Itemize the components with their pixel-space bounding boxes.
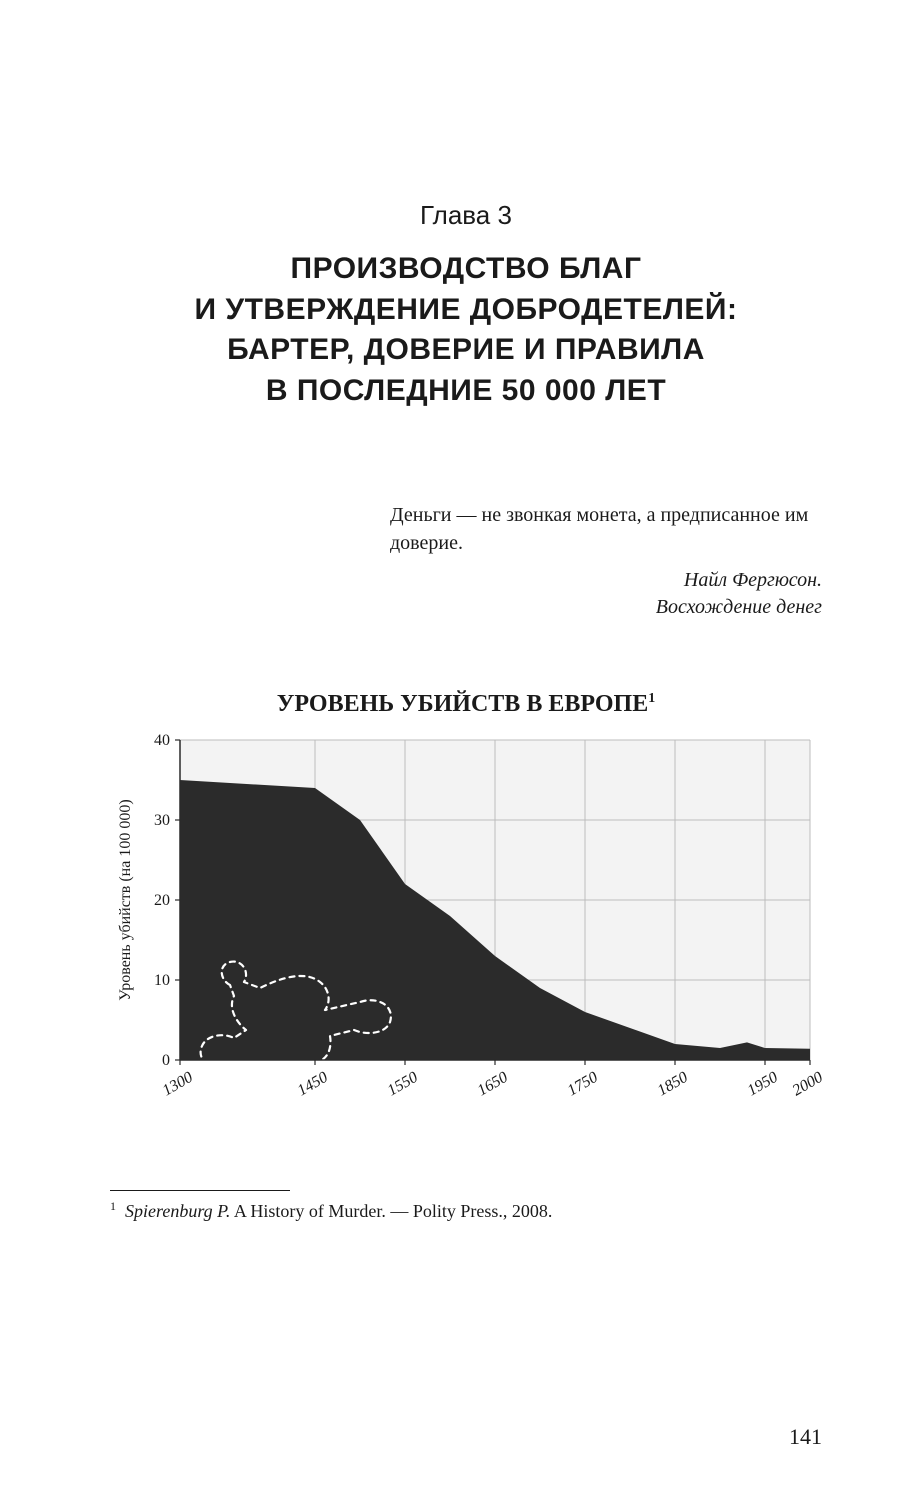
epigraph: Деньги — не звонкая монета, а предписанн… xyxy=(390,501,822,621)
svg-text:0: 0 xyxy=(162,1052,170,1069)
svg-text:Уровень убийств (на 100 000): Уровень убийств (на 100 000) xyxy=(117,799,134,1000)
title-line: БАРТЕР, ДОВЕРИЕ И ПРАВИЛА xyxy=(227,333,705,366)
page: Глава 3 ПРОИЗВОДСТВО БЛАГ И УТВЕРЖДЕНИЕ … xyxy=(0,0,902,1500)
svg-text:40: 40 xyxy=(154,732,170,749)
footnote-rule xyxy=(110,1190,290,1191)
chart-title: УРОВЕНЬ УБИЙСТВ В ЕВРОПЕ1 xyxy=(110,691,822,718)
page-number: 141 xyxy=(789,1424,822,1450)
chart-footnote-marker: 1 xyxy=(648,691,655,706)
svg-text:1300: 1300 xyxy=(160,1069,196,1100)
svg-text:1950: 1950 xyxy=(745,1069,781,1100)
svg-text:1850: 1850 xyxy=(655,1069,691,1100)
svg-text:2000: 2000 xyxy=(790,1069,822,1100)
svg-text:20: 20 xyxy=(154,892,170,909)
svg-text:1550: 1550 xyxy=(385,1069,421,1100)
svg-text:1650: 1650 xyxy=(475,1069,511,1100)
epigraph-author: Найл Фергюсон. xyxy=(684,569,822,591)
chapter-title: ПРОИЗВОДСТВО БЛАГ И УТВЕРЖДЕНИЕ ДОБРОДЕТ… xyxy=(110,249,822,411)
chart-title-text: УРОВЕНЬ УБИЙСТВ В ЕВРОПЕ xyxy=(277,691,648,717)
footnote-rest: A History of Murder. — Polity Press., 20… xyxy=(230,1201,552,1221)
epigraph-text: Деньги — не звонкая монета, а предписанн… xyxy=(390,501,822,557)
epigraph-work: Восхождение денег xyxy=(656,596,822,618)
title-line: ПРОИЗВОДСТВО БЛАГ xyxy=(291,252,642,285)
title-line: В ПОСЛЕДНИЕ 50 000 ЛЕТ xyxy=(266,374,666,407)
footnote-author: Spierenburg P. xyxy=(125,1201,230,1221)
title-line: И УТВЕРЖДЕНИЕ ДОБРОДЕТЕЛЕЙ: xyxy=(195,293,738,326)
chapter-label: Глава 3 xyxy=(110,200,822,231)
svg-text:1750: 1750 xyxy=(565,1069,601,1100)
svg-text:30: 30 xyxy=(154,812,170,829)
epigraph-attribution: Найл Фергюсон. Восхождение денег xyxy=(390,567,822,621)
footnote-marker: 1 xyxy=(110,1199,116,1213)
chart-svg: 0102030401300145015501650175018501950200… xyxy=(110,730,822,1130)
svg-text:10: 10 xyxy=(154,972,170,989)
chart: 0102030401300145015501650175018501950200… xyxy=(110,730,822,1130)
footnote: 1 Spierenburg P. A History of Murder. — … xyxy=(110,1199,822,1222)
